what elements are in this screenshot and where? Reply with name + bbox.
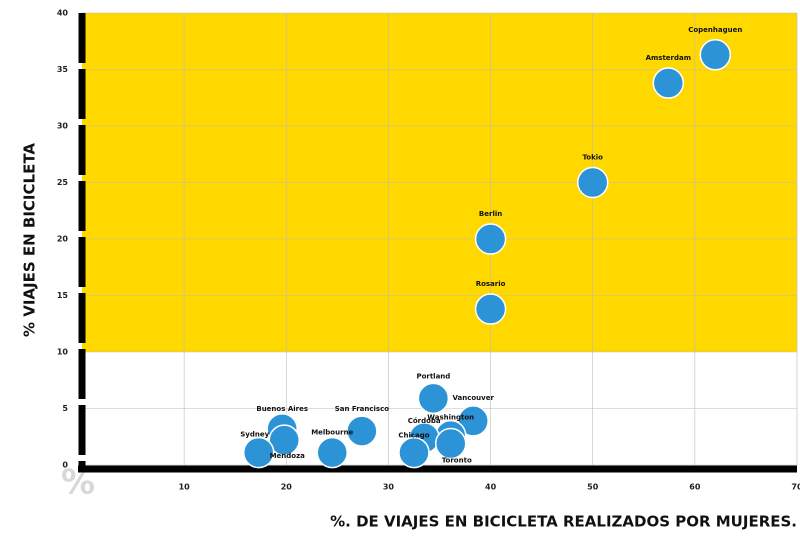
point-label: Melbourne — [311, 429, 353, 437]
point — [268, 424, 300, 456]
point — [457, 405, 489, 437]
y-axis-label: % VIAJES EN BICICLETA — [21, 143, 39, 337]
point-label: Toronto — [442, 457, 472, 465]
x-tick-label: 10 — [179, 483, 191, 492]
point-label: Portland — [416, 372, 450, 380]
y-tick-label: 40 — [57, 9, 69, 18]
point — [434, 427, 467, 460]
point-label: Rosario — [476, 280, 506, 288]
point — [398, 436, 430, 469]
point-label: Copenhaguen — [688, 26, 742, 34]
x-axis-label: %. DE VIAJES EN BICICLETA REALIZADOS POR… — [330, 513, 797, 531]
point — [699, 39, 732, 71]
y-tick-label: 20 — [57, 235, 69, 244]
point — [652, 67, 685, 99]
point — [474, 293, 507, 325]
point-label: San Francisco — [335, 405, 390, 413]
y-tick-label: 35 — [57, 65, 69, 74]
point-label: Tokio — [582, 154, 603, 162]
x-tick-label: 30 — [383, 483, 395, 492]
point-label: Sydney — [240, 431, 269, 439]
y-tick-label: 5 — [62, 404, 68, 413]
point-label: Córdoba — [408, 417, 441, 425]
point — [576, 166, 609, 199]
y-tick-label: 15 — [57, 291, 69, 300]
x-tick-label: 60 — [689, 483, 701, 492]
x-tick-label: 70 — [791, 483, 800, 492]
x-tick-label: 50 — [587, 483, 599, 492]
point-label: Washington — [427, 414, 474, 422]
point-label: Vancouver — [452, 394, 494, 402]
point — [316, 436, 348, 469]
point-label: Chicago — [398, 432, 429, 440]
y-tick-label: 0 — [62, 461, 68, 470]
point — [417, 382, 450, 415]
point — [242, 436, 275, 469]
y-tick-label: 10 — [57, 348, 69, 357]
point — [346, 415, 378, 447]
point-label: Buenos Aires — [256, 405, 308, 413]
point — [474, 223, 507, 255]
x-tick-label: 20 — [281, 483, 293, 492]
y-tick-label: 25 — [57, 178, 69, 187]
y-tick-label: 30 — [57, 122, 69, 131]
point-label: Berlin — [479, 210, 502, 218]
x-tick-label: 40 — [485, 483, 497, 492]
point-label: Mendoza — [270, 452, 306, 460]
point-label: Amsterdam — [646, 54, 691, 62]
